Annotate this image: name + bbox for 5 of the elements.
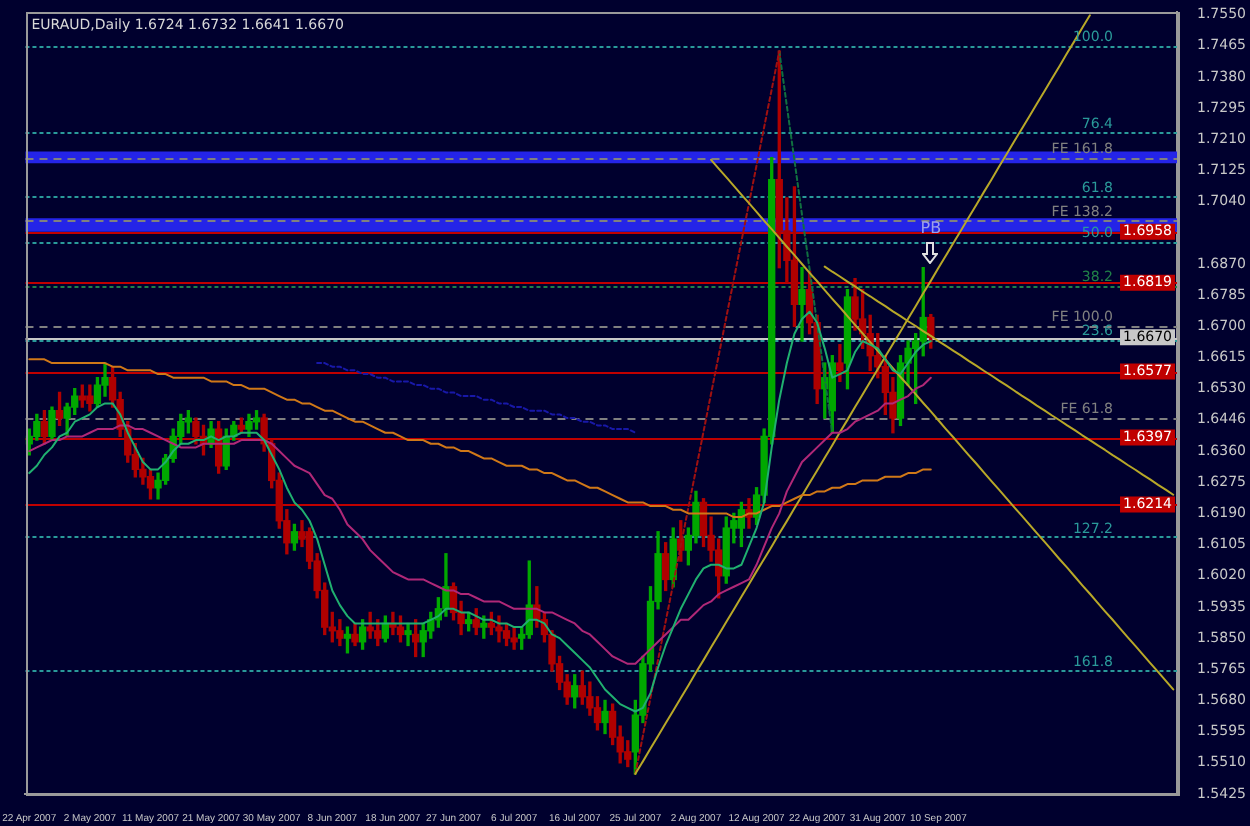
candlestick (510, 626, 518, 650)
line-series (316, 362, 637, 434)
line-series (634, 50, 781, 775)
line-series (778, 50, 834, 434)
candlestick (798, 267, 806, 342)
